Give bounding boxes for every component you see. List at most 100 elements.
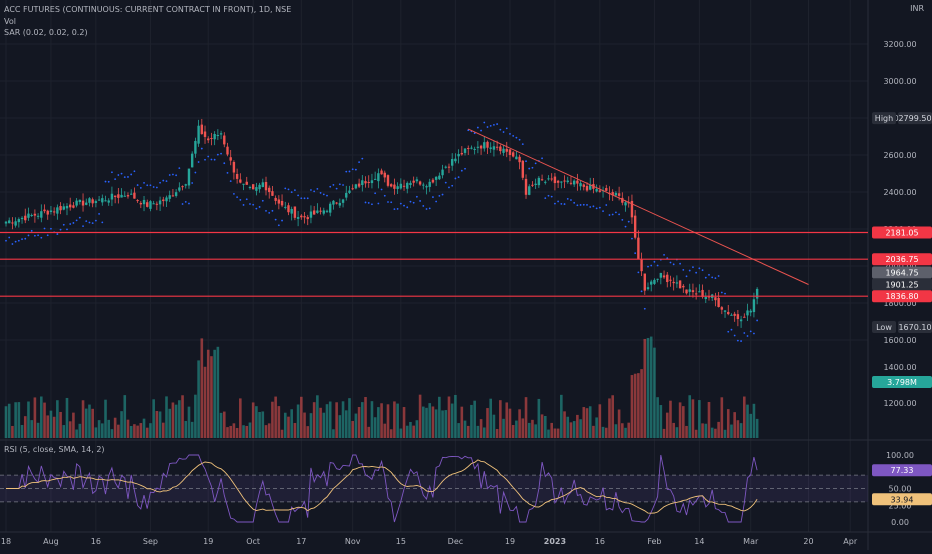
candle-body [518, 156, 521, 163]
volume-bar [527, 422, 531, 438]
volume-bar [274, 396, 277, 438]
candle-body [624, 202, 627, 206]
sar-dot [557, 200, 560, 203]
candle-body [489, 147, 492, 149]
sar-dot [348, 170, 351, 173]
candle-body [85, 202, 88, 205]
sar-dot [554, 202, 556, 205]
candle-body [46, 210, 49, 215]
candle-body [589, 184, 592, 190]
volume-bar [101, 423, 104, 438]
volume-bar [720, 397, 724, 438]
candle-body [248, 186, 252, 188]
candle-body [49, 210, 53, 212]
sar-dot [188, 202, 190, 205]
volume-bar [685, 425, 688, 438]
sar-dot [390, 201, 393, 204]
rsi-value-label: 77.33 [891, 466, 914, 475]
volume-bar [136, 425, 139, 438]
candle-body [630, 200, 634, 218]
volume-bar [431, 406, 435, 438]
price-tick-label: 3200.00 [883, 40, 916, 49]
candle-body [495, 146, 499, 148]
sar-dot [88, 221, 91, 224]
volume-bar [479, 419, 483, 438]
volume-bar [726, 409, 730, 438]
candle-body [685, 289, 688, 294]
candle-body [184, 184, 187, 186]
candle-body [749, 310, 752, 313]
sar-dot [602, 210, 604, 213]
sar-dot [40, 236, 43, 239]
sar-dot [695, 271, 698, 274]
trendline[interactable] [468, 128, 809, 285]
candle-body [704, 296, 707, 300]
volume-bar [20, 424, 24, 438]
volume-bar [457, 423, 460, 438]
volume-bar [367, 426, 371, 438]
candle-body [287, 205, 290, 213]
volume-bar [335, 402, 338, 438]
volume-bar [328, 401, 332, 438]
sar-dot [611, 213, 614, 216]
candle-body [412, 180, 415, 183]
time-tick-label: 19 [505, 537, 515, 546]
candle-body [431, 179, 435, 183]
candle-body [399, 183, 403, 189]
rsi-ma-line [6, 459, 758, 514]
volume-bar [94, 427, 98, 438]
candle-body [730, 314, 733, 316]
sar-dot [724, 292, 726, 295]
volume-bar [704, 423, 708, 438]
sar-dot [756, 319, 759, 322]
volume-bar [72, 412, 75, 438]
candle-body [197, 125, 200, 144]
candle-body [351, 188, 354, 190]
rsi-tick-label: 50.00 [889, 485, 912, 494]
candle-body [293, 206, 297, 218]
volume-bar [27, 401, 30, 438]
sar-dot [94, 219, 97, 222]
sar-dot [637, 271, 640, 274]
price-tick-label: 2600.00 [883, 151, 916, 160]
sar-dot [191, 182, 194, 184]
sar-dot [403, 204, 405, 207]
sar-dot [287, 188, 290, 191]
sar-dot [730, 328, 733, 331]
sar-dot [17, 239, 20, 242]
candle-body [675, 282, 679, 284]
volume-bar [222, 411, 226, 438]
volume-bar [553, 428, 557, 438]
volume-bar [466, 425, 470, 438]
sar-dot [704, 276, 707, 279]
candle-body [133, 192, 136, 199]
candle-body [499, 146, 502, 152]
volume-bar [303, 412, 306, 438]
sar-dot [573, 201, 576, 204]
volume-bar [46, 415, 50, 438]
volume-bar [68, 421, 72, 438]
volume-bar [78, 423, 82, 438]
sar-dot [570, 199, 572, 201]
volume-bar [123, 395, 127, 438]
price-label-box [872, 253, 932, 266]
candle-body [65, 205, 69, 209]
candle-body [723, 310, 727, 312]
volume-bar [624, 427, 627, 438]
candle-body [171, 195, 175, 197]
candle-body [72, 205, 75, 208]
sar-dot [120, 172, 123, 175]
volume-bar [710, 427, 714, 438]
sar-dot [708, 273, 710, 276]
candle-body [582, 184, 585, 187]
volume-bar [117, 424, 120, 438]
sar-dot [371, 203, 373, 206]
candle-body [194, 140, 197, 154]
sar-dot [213, 158, 216, 161]
volume-bar [576, 414, 579, 438]
volume-bar [104, 399, 107, 438]
candle-body [258, 184, 261, 190]
sar-dot [242, 204, 245, 206]
